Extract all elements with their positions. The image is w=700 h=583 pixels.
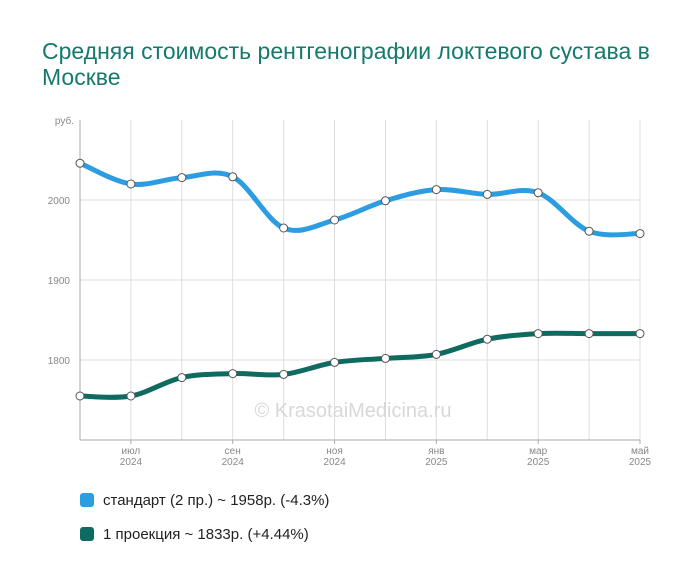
series-0-point [177, 173, 187, 183]
y-tick-label: 1800 [48, 356, 71, 367]
y-tick-label: 1900 [48, 276, 71, 287]
x-tick-month: янв [428, 446, 444, 457]
series-0-point [279, 223, 289, 233]
legend-item-standard[interactable]: стандарт (2 пр.) ~ 1958р. (-4.3%) [80, 490, 329, 510]
x-tick-month: сен [225, 446, 241, 457]
grid [79, 120, 641, 441]
series-line-1 [77, 330, 643, 400]
series-0-point [584, 226, 594, 236]
watermark: © KrasotaiMedicina.ru [254, 400, 451, 422]
x-tick-year: 2025 [527, 457, 550, 468]
series-1-point [584, 329, 594, 339]
series-0-point [482, 189, 492, 199]
series-1-point [228, 369, 238, 379]
chart-title: Средняя стоимость рентгенографии локтево… [42, 38, 650, 90]
y-unit-label: руб. [55, 115, 74, 127]
series-1-point [635, 329, 645, 339]
series-1-point [533, 329, 543, 339]
legend-swatch [80, 493, 94, 507]
series-0-point [431, 185, 441, 195]
series-0-point [75, 158, 85, 168]
series-1-point [431, 349, 441, 359]
legend-swatch [80, 527, 94, 541]
series-0-point [228, 172, 238, 182]
x-tick-year: 2025 [425, 457, 448, 468]
series-1-point [330, 357, 340, 367]
series-0-point [330, 215, 340, 225]
x-tick-month: ноя [326, 446, 343, 457]
series-0-point [533, 188, 543, 198]
x-tick-year: 2024 [120, 457, 143, 468]
series-1-point [177, 373, 187, 383]
series-1-point [126, 391, 136, 401]
series-line-0 [77, 160, 643, 238]
series-0-point [635, 229, 645, 239]
series-0-point [126, 179, 136, 189]
legend-label: 1 проекция ~ 1833р. (+4.44%) [103, 525, 309, 543]
x-tick-year: 2024 [222, 457, 245, 468]
series-1-point [380, 353, 390, 363]
y-tick-label: 2000 [48, 196, 71, 207]
x-tick-month: май [631, 446, 649, 457]
series-0-point [380, 196, 390, 206]
x-ticks: июл2024сен2024ноя2024янв2025мар2025май20… [120, 440, 652, 468]
x-tick-month: июл [122, 446, 141, 457]
y-ticks: 1800 1900 2000 [48, 196, 71, 367]
series-1-point [75, 391, 85, 401]
x-tick-year: 2025 [629, 457, 652, 468]
x-tick-year: 2024 [323, 457, 346, 468]
legend-label: стандарт (2 пр.) ~ 1958р. (-4.3%) [103, 491, 330, 509]
x-tick-month: мар [529, 446, 547, 457]
series-1-point [482, 334, 492, 344]
legend-item-one-projection[interactable]: 1 проекция ~ 1833р. (+4.44%) [80, 524, 309, 544]
series-1-point [279, 369, 289, 379]
series-points [75, 158, 645, 401]
